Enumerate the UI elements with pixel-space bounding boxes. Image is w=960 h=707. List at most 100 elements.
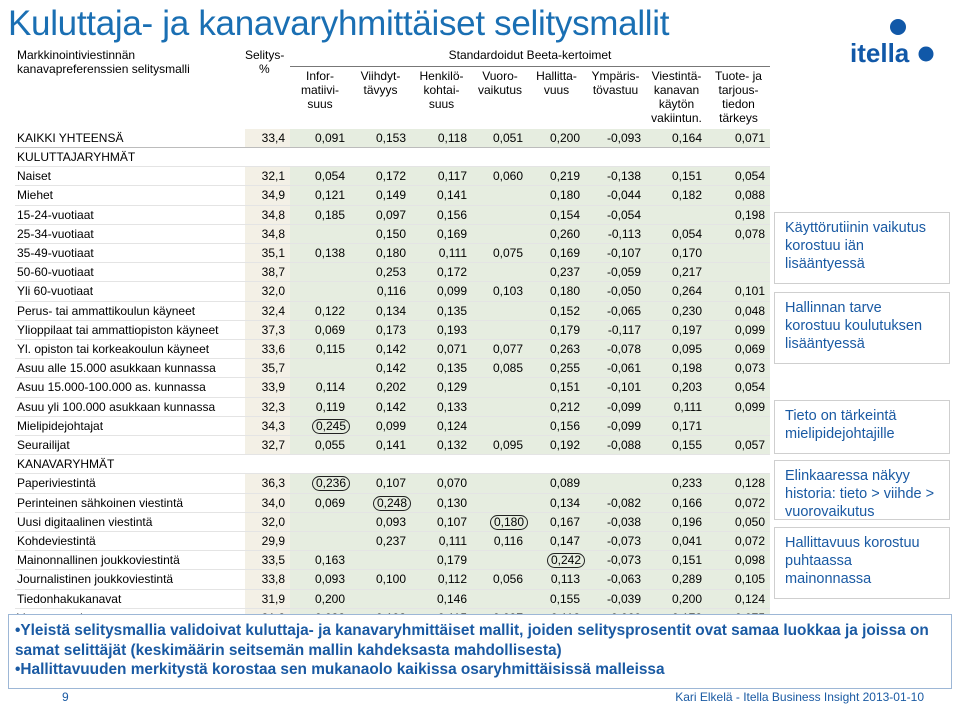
beta-cell: -0,063 — [585, 569, 646, 590]
beta-cell: 0,134 — [528, 493, 585, 513]
row-label: 25-34-vuotiaat — [15, 224, 245, 244]
beta-cell: 0,163 — [290, 550, 350, 571]
beta-cell: -0,101 — [585, 377, 646, 398]
beta-cell: 0,073 — [707, 358, 771, 379]
beta-cell: 0,119 — [290, 397, 350, 417]
table-row: 50-60-vuotiaat 38,7 0,253 0,172 0,237 -0,059 0… — [15, 262, 771, 283]
beta-cell — [585, 473, 646, 494]
row-label: Tiedonhakukanavat — [15, 589, 245, 609]
beta-cell: 0,107 — [350, 473, 411, 494]
explanation-pct-cell: 34,3 — [245, 416, 290, 436]
beta-cell: 0,129 — [411, 377, 472, 398]
beta-cell: 0,264 — [646, 281, 707, 302]
beta-cell: 0,180 — [528, 281, 585, 302]
beta-cell — [472, 377, 528, 398]
explanation-pct-cell: 33,6 — [245, 339, 290, 360]
beta-cell — [290, 281, 350, 302]
beta-cell: 0,219 — [528, 166, 585, 187]
explanation-pct-cell: 32,3 — [245, 397, 290, 417]
beta-cell: 0,072 — [707, 493, 771, 513]
beta-cell: 0,260 — [528, 224, 585, 244]
beta-cell — [707, 262, 771, 283]
beta-cell — [350, 589, 411, 609]
beta-cell — [290, 531, 350, 552]
beta-cell: 0,202 — [350, 377, 411, 398]
highlight-circle: 0,245 — [311, 418, 350, 434]
beta-cell: 0,150 — [350, 224, 411, 244]
beta-cell: 0,192 — [528, 435, 585, 456]
beta-cell: 0,041 — [646, 531, 707, 552]
beta-cell: 0,147 — [528, 531, 585, 552]
beta-cell: 0,253 — [350, 262, 411, 283]
beta-cell: 0,200 — [290, 589, 350, 609]
row-label: KAIKKI YHTEENSÄ — [15, 128, 245, 148]
beta-cell: 0,111 — [411, 531, 472, 552]
regression-table: Markkinointiviestinnän kanavapreferenssi… — [15, 48, 771, 628]
beta-cell: 0,070 — [411, 473, 472, 494]
beta-cell: 0,196 — [646, 512, 707, 532]
row-label: Kohdeviestintä — [15, 531, 245, 552]
beta-cell: 0,054 — [646, 224, 707, 244]
beta-cell: 0,169 — [528, 243, 585, 264]
explanation-pct-cell: 34,8 — [245, 205, 290, 225]
row-label: Ylioppilaat tai ammattiopiston käyneet — [15, 320, 245, 340]
explanation-pct-cell: 31,9 — [245, 589, 290, 609]
beta-cell: 0,170 — [646, 243, 707, 264]
note-lifecycle: Elinkaaressa näkyy historia: tieto > vii… — [774, 460, 950, 520]
beta-cell: 0,051 — [472, 128, 528, 148]
beta-cell: 0,093 — [350, 512, 411, 532]
footer-source: Kari Elkelä - Itella Business Insight 20… — [675, 690, 924, 704]
beta-cell: 0,197 — [646, 320, 707, 340]
beta-cell: -0,073 — [585, 550, 646, 571]
row-label: Paperiviestintä — [15, 473, 245, 494]
beta-cell: 0,156 — [528, 416, 585, 436]
beta-cell: 0,180 — [350, 243, 411, 264]
row-label: Yl. opiston tai korkeakoulun käyneet — [15, 339, 245, 360]
beta-cell: 0,151 — [528, 377, 585, 398]
beta-cell: 0,263 — [528, 339, 585, 360]
beta-cell: -0,061 — [585, 358, 646, 379]
note-controllability: Hallittavuus korostuu puhtaassa mainonna… — [774, 527, 950, 599]
beta-cell: 0,100 — [350, 569, 411, 590]
beta-cell: 0,135 — [411, 301, 472, 321]
explanation-pct-cell: 33,9 — [245, 377, 290, 398]
summary-line-1: •Yleistä selitysmallia validoivat kulutt… — [15, 622, 929, 659]
beta-cell: 0,105 — [707, 569, 771, 590]
explanation-pct-cell: 33,4 — [245, 128, 290, 148]
explanation-pct-cell: 35,1 — [245, 243, 290, 264]
beta-cell: 0,117 — [411, 166, 472, 187]
beta-cell: 0,151 — [646, 166, 707, 187]
beta-cell: 0,149 — [350, 185, 411, 206]
beta-cell: 0,099 — [350, 416, 411, 436]
beta-header: Standardoidut Beeta-kertoimet — [290, 48, 771, 68]
beta-cell: 0,113 — [528, 569, 585, 590]
row-label: Mielipidejohtajat — [15, 416, 245, 436]
highlight-circle: 0,236 — [311, 476, 350, 492]
beta-cell: 0,141 — [350, 435, 411, 456]
table-row: Paperiviestintä 36,3 0,236 0,107 0,070 0,089 0… — [15, 473, 771, 494]
table-row: Ylioppilaat tai ammattiopiston käyneet 37… — [15, 320, 771, 340]
highlight-circle: 0,248 — [372, 495, 411, 511]
beta-cell: 0,154 — [528, 205, 585, 225]
beta-cell: -0,088 — [585, 435, 646, 456]
logo-text: itella — [850, 38, 910, 68]
beta-cell: 0,055 — [290, 435, 350, 456]
beta-cell — [472, 301, 528, 321]
summary-line-2: •Hallittavuuden merkitystä korostaa sen … — [15, 661, 665, 678]
beta-cell: 0,095 — [646, 339, 707, 360]
column-header: Infor-matiivi-suus — [301, 69, 339, 112]
beta-cell — [472, 589, 528, 609]
itella-logo: itella — [850, 19, 934, 68]
section-label: KULUTTAJARYHMÄT — [15, 147, 771, 168]
beta-cell — [472, 224, 528, 244]
beta-cell: 0,091 — [290, 128, 350, 148]
explanation-pct-cell: 32,0 — [245, 512, 290, 532]
beta-cell: 0,164 — [646, 128, 707, 148]
beta-cell: 0,099 — [411, 281, 472, 302]
beta-cell: 0,167 — [528, 512, 585, 532]
beta-cell: -0,038 — [585, 512, 646, 532]
beta-cell — [472, 262, 528, 283]
beta-cell: 0,289 — [646, 569, 707, 590]
beta-cell: -0,117 — [585, 320, 646, 340]
beta-cell — [472, 320, 528, 340]
